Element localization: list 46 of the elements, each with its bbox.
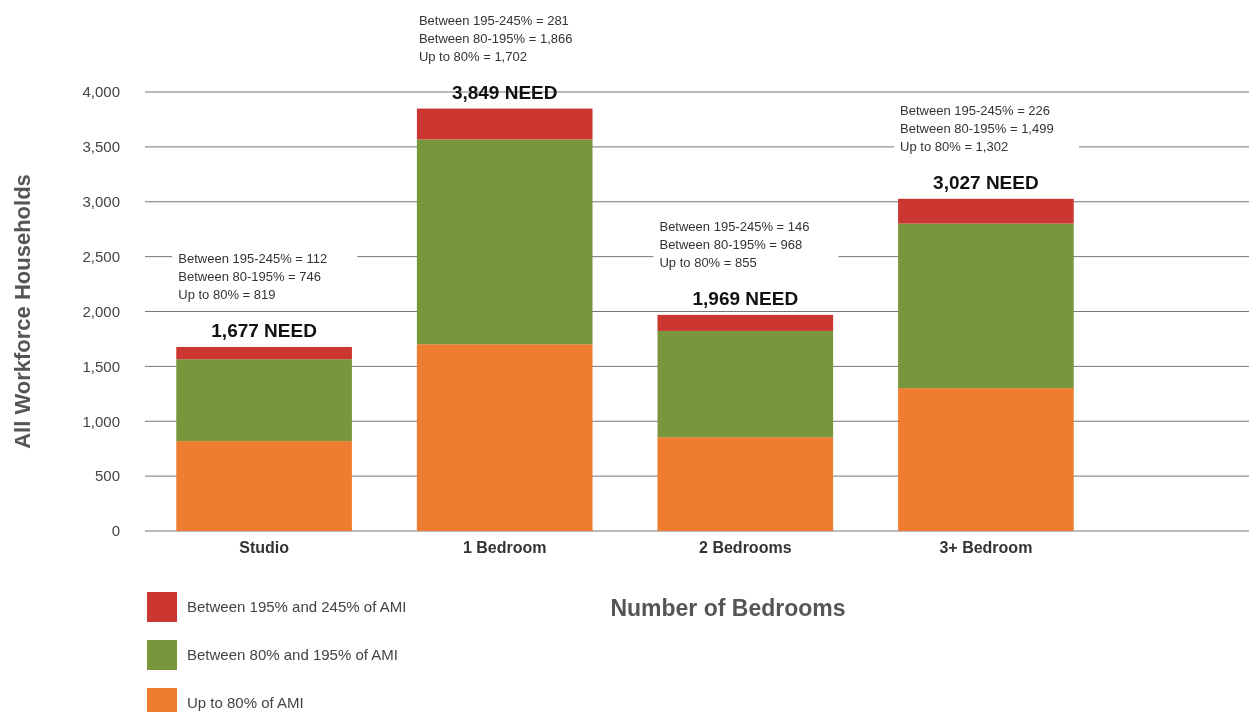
text: Up to 80% = 1,702 — [418, 48, 527, 64]
bar — [176, 346, 352, 360]
y-tick-label: 3,500 — [82, 138, 120, 156]
legend-label: Up to 80% of AMI — [187, 694, 304, 712]
legend-label: Between 195% and 245% of AMI — [187, 598, 407, 616]
x-tick-label: Studio — [239, 539, 290, 556]
bar — [657, 330, 834, 438]
bar — [898, 388, 1074, 531]
bar — [898, 198, 1074, 224]
annotation: Between 195-245% = 146 — [659, 218, 810, 234]
y-axis-title: All Workforce Households — [10, 174, 35, 449]
y-tick-label: 4,000 — [82, 83, 120, 101]
bar — [898, 223, 1074, 389]
y-tick-label: 2,500 — [82, 247, 120, 265]
text: Between 195-245% = 281 — [418, 12, 569, 28]
total-label: 3,849 NEED — [451, 81, 558, 103]
text: Between 80-195% = 1,866 — [418, 30, 573, 46]
annotation: Between 80-195% = 1,499 — [900, 120, 1054, 136]
x-axis-title: Number of Bedrooms — [610, 595, 846, 621]
bar — [176, 359, 352, 442]
total-label: 1,969 NEED — [692, 287, 799, 309]
annotation: Between 195-245% = 112 — [178, 250, 328, 266]
total-label: 3,027 NEED — [933, 171, 1039, 193]
bar — [416, 344, 593, 531]
annotation: Between 80-195% = 968 — [659, 236, 803, 252]
bar — [416, 139, 593, 345]
legend-label: Between 80% and 195% of AMI — [187, 646, 398, 664]
annotation: Up to 80% = 855 — [659, 254, 757, 270]
annotation: Up to 80% = 819 — [178, 286, 276, 302]
bar — [657, 437, 834, 531]
annotation: Between 80-195% = 746 — [178, 268, 322, 284]
y-tick-label: 1,000 — [82, 412, 120, 430]
x-tick-label: 1 Bedroom — [462, 539, 547, 556]
annotation: Between 195-245% = 226 — [900, 102, 1051, 118]
y-tick-label: 2,000 — [82, 302, 120, 320]
bar — [657, 314, 834, 331]
annotation: Up to 80% = 1,302 — [900, 138, 1009, 154]
total-label: 1,677 NEED — [211, 319, 317, 341]
x-tick-label: 3+ Bedroom — [939, 539, 1033, 556]
y-tick-label: 0 — [111, 522, 120, 540]
bar — [416, 108, 593, 140]
x-tick-label: 2 Bedrooms — [699, 539, 792, 556]
y-tick-label: 3,000 — [82, 193, 120, 210]
y-tick-label: 500 — [94, 467, 120, 485]
y-tick-label: 1,500 — [82, 357, 120, 375]
bar — [176, 441, 352, 531]
